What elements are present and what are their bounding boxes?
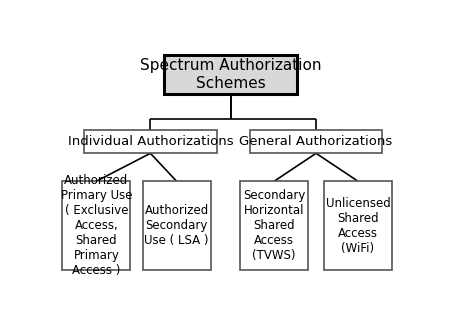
Text: Authorized
Primary Use
( Exclusive
Access,
Shared
Primary
Access ): Authorized Primary Use ( Exclusive Acces… [61, 174, 132, 277]
FancyBboxPatch shape [250, 130, 382, 153]
FancyBboxPatch shape [164, 55, 297, 94]
FancyBboxPatch shape [324, 181, 392, 270]
FancyBboxPatch shape [143, 181, 211, 270]
Text: Unlicensed
Shared
Access
(WiFi): Unlicensed Shared Access (WiFi) [325, 197, 390, 255]
Text: General Authorizations: General Authorizations [239, 135, 393, 148]
Text: Spectrum Authorization
Schemes: Spectrum Authorization Schemes [140, 58, 321, 91]
FancyBboxPatch shape [84, 130, 217, 153]
FancyBboxPatch shape [240, 181, 308, 270]
FancyBboxPatch shape [63, 181, 130, 270]
Text: Individual Authorizations: Individual Authorizations [68, 135, 233, 148]
Text: Authorized
Secondary
Use ( LSA ): Authorized Secondary Use ( LSA ) [144, 204, 209, 247]
Text: Secondary
Horizontal
Shared
Access
(TVWS): Secondary Horizontal Shared Access (TVWS… [243, 189, 306, 262]
